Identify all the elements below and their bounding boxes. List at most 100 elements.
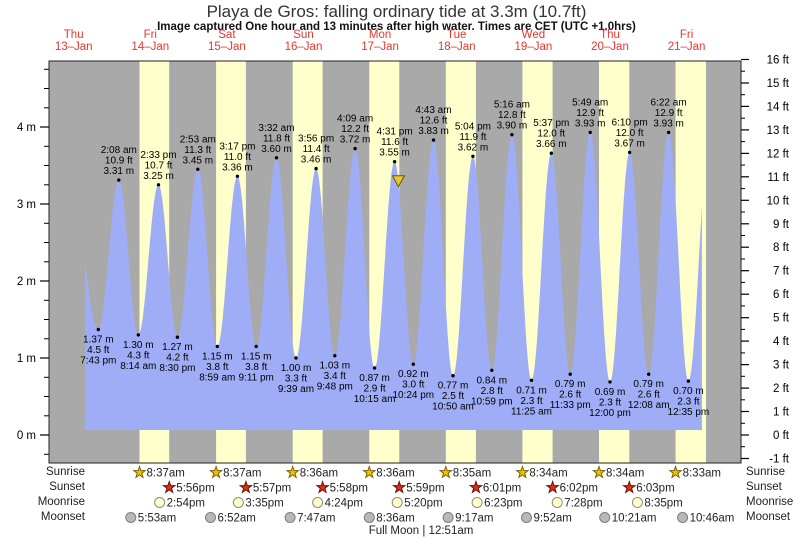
sunrise-time: 8:35am (453, 468, 491, 480)
sunset-star-icon (622, 479, 637, 494)
tide-high-label: 6:22 am 12.9 ft 3.93 m (651, 97, 687, 129)
tide-extreme-dot (372, 366, 377, 370)
sunset-marker: 6:02pm (545, 479, 598, 495)
moonset-marker: 9:17am (442, 512, 493, 525)
sunset-time: 5:56pm (176, 483, 214, 495)
sunset-time: 6:03pm (636, 483, 674, 495)
tide-low-label: 1.27 m 4.2 ft 8:30 pm (159, 342, 195, 374)
row-label-moonrise-right: Moonrise (746, 496, 793, 508)
sunrise-time: 8:34am (529, 468, 567, 480)
right-axis-label: 6 ft (773, 289, 790, 301)
right-axis-label: -1 ft (769, 454, 790, 466)
day-label: Fri 14–Jan (131, 29, 169, 53)
moonset-time: 10:21am (612, 513, 657, 525)
day-label: Mon 17–Jan (361, 29, 399, 53)
tide-low-label: 0.69 m 2.3 ft 12:00 pm (589, 387, 631, 419)
sunset-star-icon (391, 479, 407, 494)
moonset-circle-icon (363, 512, 375, 523)
right-axis-label: 13 ft (767, 125, 790, 137)
tide-extreme-dot (411, 362, 415, 366)
right-axis-label: 12 ft (767, 148, 790, 160)
tide-extreme-dot (451, 374, 455, 378)
moonrise-marker: 4:24pm (312, 497, 363, 510)
sunset-star-icon (545, 479, 560, 494)
sunrise-marker: 8:37am (132, 464, 185, 480)
tide-extreme-dot (510, 133, 514, 137)
moonset-circle-icon (599, 512, 611, 523)
moonset-time: 9:17am (455, 513, 493, 525)
sunrise-star-icon (362, 464, 377, 479)
tide-extreme-dot (529, 378, 534, 382)
sunrise-time: 8:37am (147, 468, 185, 480)
sunset-marker: 5:59pm (391, 479, 445, 495)
right-axis-label: 8 ft (773, 242, 790, 254)
right-axis-label: 10 ft (767, 195, 790, 207)
moonset-time: 9:52am (534, 513, 572, 525)
moonset-marker: 9:52am (521, 512, 572, 525)
moonrise-circle-icon (551, 497, 563, 508)
left-axis-label: 4 m (17, 122, 36, 134)
moonset-time: 8:36am (376, 513, 414, 525)
moonrise-time: 3:35pm (245, 498, 283, 510)
tide-extreme-dot (235, 174, 240, 178)
tide-high-label: 2:33 pm 10.7 ft 3.25 m (140, 150, 176, 182)
left-axis-label: 3 m (17, 199, 36, 211)
sunset-time: 6:01pm (483, 483, 521, 495)
tide-high-label: 2:53 am 11.3 ft 3.45 m (180, 134, 216, 166)
sunrise-time: 8:34am (606, 468, 644, 480)
tide-extreme-dot (254, 344, 258, 349)
right-axis-label: 9 ft (773, 219, 790, 231)
tide-extreme-dot (431, 138, 436, 142)
tide-extreme-dot (666, 130, 671, 135)
sunset-marker: 5:58pm (315, 479, 368, 495)
tide-high-label: 4:43 am 12.6 ft 3.83 m (415, 105, 451, 137)
moonrise-marker: 5:20pm (391, 497, 443, 510)
moonset-marker: 10:21am (599, 512, 657, 525)
right-axis-label: 3 ft (773, 360, 790, 372)
sunset-marker: 6:03pm (622, 479, 675, 495)
moonrise-circle-icon (154, 497, 166, 508)
page-title: Playa de Gros: falling ordinary tide at … (206, 2, 587, 21)
sunset-star-icon (315, 479, 330, 494)
left-axis-label: 0 m (17, 430, 36, 442)
tide-high-label: 4:09 am 12.2 ft 3.72 m (337, 114, 373, 146)
tide-extreme-dot (647, 372, 651, 376)
tide-extreme-dot (627, 150, 632, 155)
moonrise-marker: 2:54pm (154, 497, 205, 510)
right-axis-label: 7 ft (773, 266, 790, 278)
sunset-time: 5:59pm (406, 483, 444, 495)
moonset-circle-icon (125, 512, 137, 523)
tide-extreme-dot (274, 156, 279, 160)
row-label-sunrise-left: Sunrise (46, 466, 85, 478)
tide-high-label: 3:32 am 11.8 ft 3.60 m (258, 123, 294, 155)
moonset-marker: 8:36am (363, 512, 415, 525)
tide-low-label: 1.37 m 4.5 ft 7:43 pm (80, 335, 116, 367)
moonrise-time: 2:54pm (167, 498, 205, 510)
moonrise-circle-icon (232, 497, 244, 508)
right-axis-label: 4 ft (773, 336, 790, 348)
tide-high-label: 2:08 am 10.9 ft 3.31 m (101, 145, 137, 177)
row-label-sunset-right: Sunset (746, 481, 782, 493)
row-label-moonset-right: Moonset (746, 511, 791, 523)
sunrise-marker: 8:36am (362, 464, 415, 480)
moonrise-marker: 8:35pm (631, 497, 683, 510)
page-subtitle: Image captured One hour and 13 minutes a… (157, 21, 636, 33)
sunrise-marker: 8:34am (515, 464, 568, 480)
moonset-circle-icon (284, 512, 296, 523)
moonrise-time: 4:24pm (325, 498, 363, 510)
row-label-moonset-left: Moonset (40, 511, 85, 523)
moonset-marker: 5:53am (125, 512, 176, 525)
day-label: Sat 15–Jan (208, 29, 246, 53)
day-label: Thu 13–Jan (55, 29, 93, 53)
moonset-circle-icon (521, 512, 532, 523)
day-label: Fri 21–Jan (668, 29, 706, 53)
sunrise-star-icon (208, 464, 224, 479)
tide-extreme-dot (392, 160, 397, 164)
sunrise-star-icon (668, 465, 683, 479)
full-moon-note: Full Moon | 12:51am (368, 525, 474, 537)
tide-high-label: 3:56 pm 11.4 ft 3.46 m (298, 134, 334, 166)
tide-low-label: 1.30 m 4.3 ft 8:14 am (120, 340, 156, 372)
moonrise-circle-icon (471, 497, 483, 508)
